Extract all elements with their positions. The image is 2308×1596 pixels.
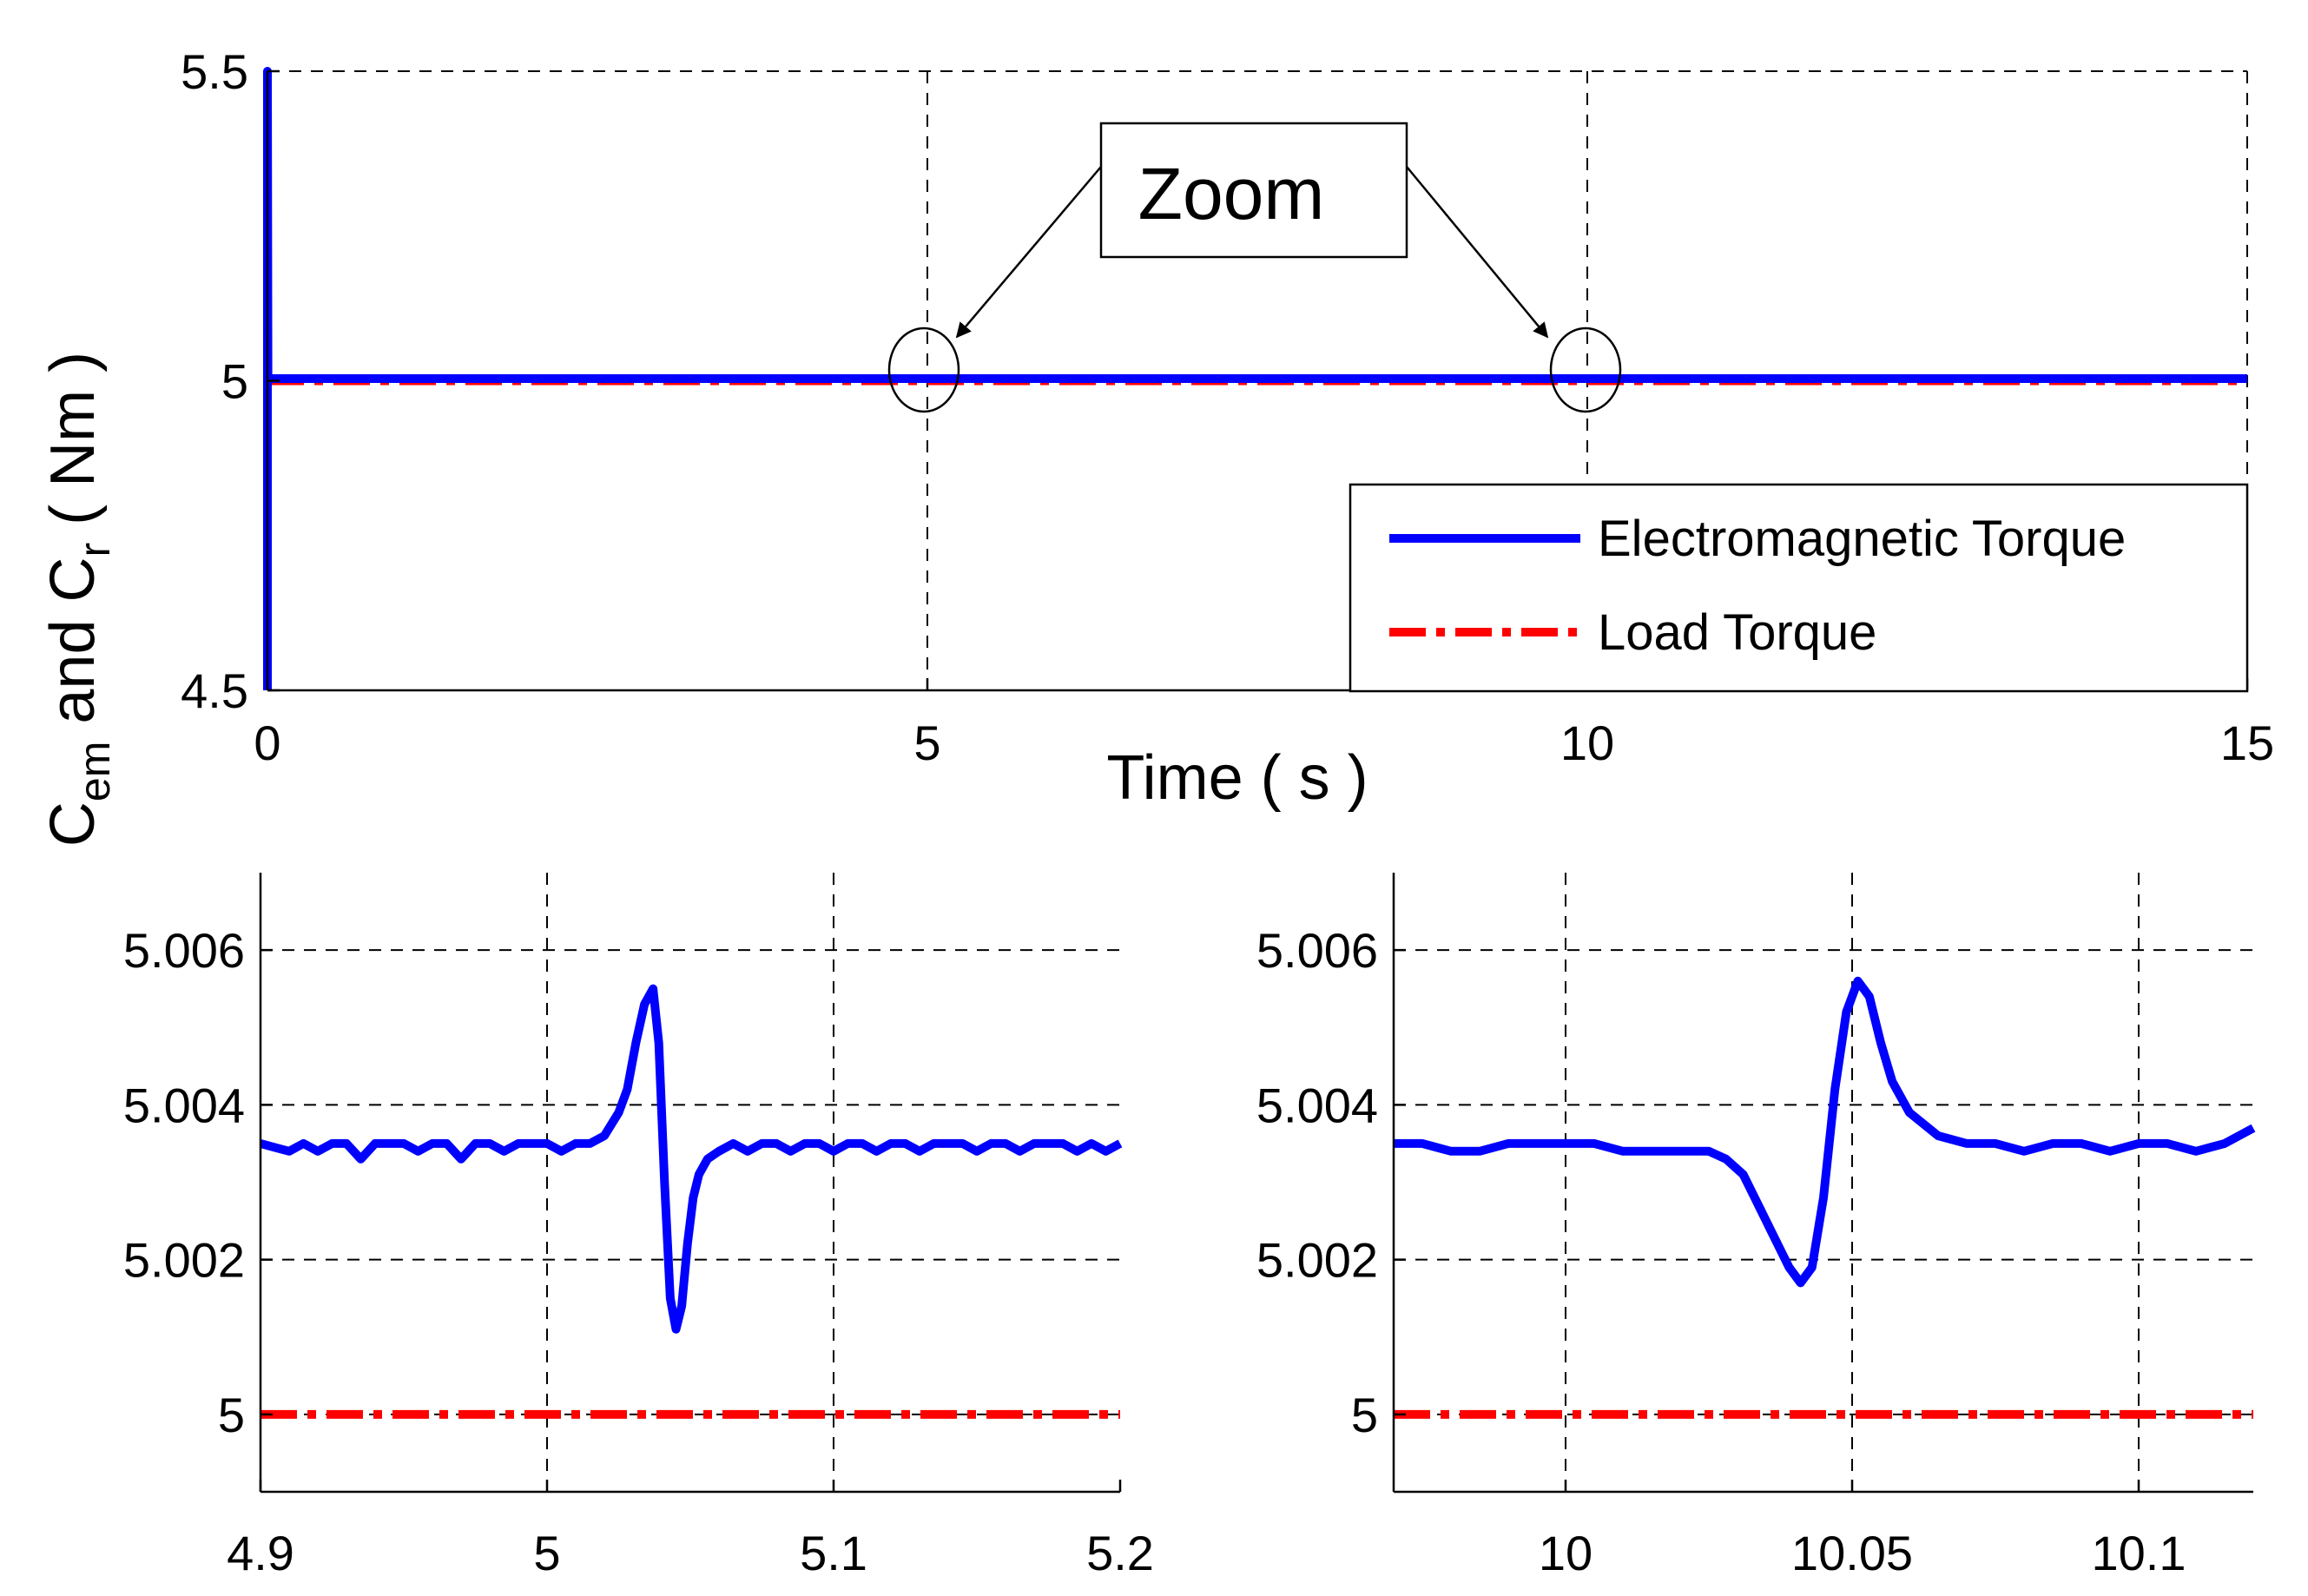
x-tick-label: 4.9 bbox=[227, 1526, 294, 1580]
zoom-arrow-left bbox=[955, 166, 1102, 339]
y-tick-label: 5.5 bbox=[181, 44, 248, 99]
y-tick-label: 5.006 bbox=[123, 923, 245, 978]
x-axis-label: Time ( s ) bbox=[1106, 743, 1368, 813]
y-axis-label-unit: ( Nm ) bbox=[38, 352, 108, 543]
legend-label-load-torque: Load Torque bbox=[1598, 604, 1876, 661]
y-axis-label-sub-r: r bbox=[70, 543, 119, 557]
x-tick-label: 5.2 bbox=[1086, 1526, 1154, 1580]
zoom-circle-10s bbox=[1549, 326, 1622, 413]
x-tick-label: 5 bbox=[913, 716, 940, 770]
legend: Electromagnetic Torque Load Torque bbox=[1349, 483, 2249, 693]
x-tick-label: 5 bbox=[533, 1526, 560, 1580]
y-axis-label-and-c: and C bbox=[38, 557, 108, 741]
y-tick-label: 5.002 bbox=[123, 1233, 245, 1288]
zoom-annotation: Zoom bbox=[887, 122, 1622, 413]
chart-zoom-near-10s: 10 10.05 10.1 5 5.002 5.004 5.006 bbox=[1256, 873, 2256, 1580]
x-tick-label: 0 bbox=[254, 716, 280, 770]
legend-label-electromagnetic-torque: Electromagnetic Torque bbox=[1598, 511, 2126, 567]
y-tick-label: 5.006 bbox=[1256, 923, 1378, 978]
y-axis-label: Cem and Cr ( Nm ) bbox=[38, 352, 119, 847]
chart-zoom-near-5s: 4.9 5 5.1 5.2 5 5.002 5.004 5.006 bbox=[123, 873, 1154, 1580]
y-axis-label-sub-em: em bbox=[70, 742, 119, 801]
x-tick-label: 5.1 bbox=[800, 1526, 867, 1580]
zoom-arrow-right bbox=[1406, 166, 1549, 339]
x-tick-label: 15 bbox=[2220, 716, 2274, 770]
zoom-circle-5s bbox=[887, 326, 960, 413]
series-electromagnetic-torque bbox=[1394, 976, 2256, 1288]
x-tick-label: 10.05 bbox=[1791, 1526, 1913, 1580]
y-tick-label: 4.5 bbox=[181, 663, 248, 718]
y-tick-label: 5 bbox=[1351, 1388, 1378, 1442]
y-tick-label: 5.002 bbox=[1256, 1233, 1378, 1288]
zoom-box bbox=[1099, 122, 1408, 259]
x-tick-label: 10.1 bbox=[2092, 1526, 2186, 1580]
x-tick-label: 10 bbox=[1539, 1526, 1593, 1580]
plot-area bbox=[260, 873, 1120, 1492]
y-tick-label: 5.004 bbox=[123, 1078, 245, 1132]
zoom-label: Zoom bbox=[1138, 153, 1325, 234]
y-axis-label-c-em: C bbox=[38, 801, 108, 847]
y-tick-label: 5 bbox=[218, 1388, 245, 1442]
series-electromagnetic-torque bbox=[259, 984, 1123, 1334]
y-tick-label: 5.004 bbox=[1256, 1078, 1378, 1132]
y-tick-label: 5 bbox=[221, 354, 248, 409]
legend-box bbox=[1349, 483, 2249, 693]
x-tick-label: 10 bbox=[1560, 716, 1614, 770]
